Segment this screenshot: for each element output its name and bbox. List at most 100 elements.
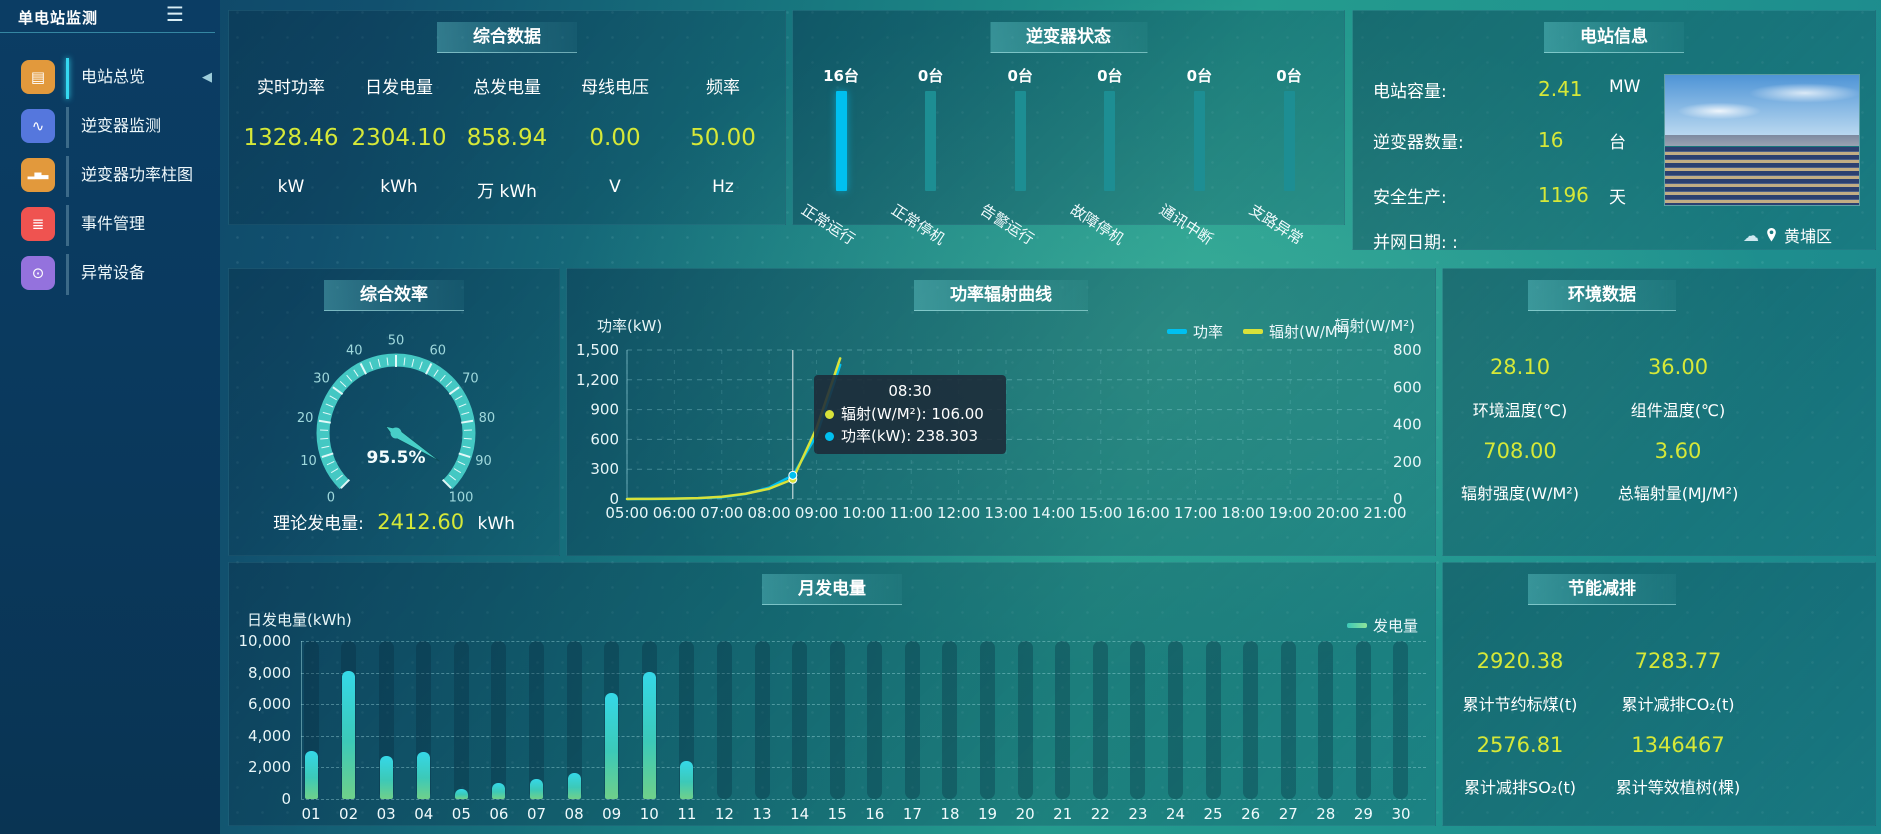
x-axis-label: 05:00 [605, 504, 648, 522]
station-row-value: 16 [1538, 128, 1564, 152]
gauge-tick [461, 419, 474, 424]
x-axis-label: 15 [827, 805, 847, 823]
monthly-legend[interactable]: 发电量 [1347, 615, 1418, 636]
bar-background [529, 641, 545, 799]
x-axis-label: 08:00 [748, 504, 791, 522]
bar-background [904, 641, 920, 799]
metric-value: 3.60 [1654, 439, 1702, 463]
inverter-bar[interactable] [1283, 91, 1295, 191]
bar[interactable] [680, 761, 694, 799]
bar[interactable] [379, 756, 393, 799]
legend-dash [1243, 329, 1264, 334]
inverter-count: 0台 [917, 67, 944, 85]
inverter-bar[interactable] [1104, 91, 1116, 191]
metric-value: 2576.81 [1476, 733, 1564, 757]
sidebar-item-indicator [66, 205, 69, 246]
y-axis-tick: 4,000 [248, 726, 291, 745]
tooltip-row: 功率(kW): 238.303 [825, 425, 995, 447]
gauge-tick-label: 60 [429, 344, 446, 359]
station-row-value: 2.41 [1538, 77, 1583, 101]
bar-background [867, 641, 883, 799]
legend-item[interactable]: 辐射(W/M²) [1243, 321, 1350, 342]
inverter-state-label: 正常停机 [887, 200, 948, 249]
sidebar-item-5[interactable]: ⊙ 异常设备 [0, 253, 220, 297]
sidebar-item-label: 事件管理 [81, 214, 146, 233]
bar-background [1280, 641, 1296, 799]
gauge-tick [411, 358, 415, 367]
bar-background [491, 641, 507, 799]
inverter-bar[interactable] [925, 91, 937, 191]
summary-metric-label: 实时功率 [257, 78, 325, 98]
y-axis-tick: 2,000 [248, 758, 291, 777]
x-axis-label: 11 [677, 805, 697, 823]
legend-item[interactable]: 功率 [1167, 321, 1223, 342]
y-left-tick: 600 [590, 430, 619, 448]
station-location[interactable]: ☁ 黄埔区 [1743, 223, 1832, 247]
x-axis-label: 24 [1165, 805, 1186, 823]
summary-columns: 实时功率 1328.46 kW 日发电量 2304.10 kWh 总发电量 858.94 万 k… [237, 59, 777, 202]
x-axis-label: 10:00 [842, 504, 885, 522]
sidebar-item-4[interactable]: ≣ 事件管理 [0, 204, 220, 248]
x-axis-label: 01 [301, 805, 321, 823]
bar[interactable] [605, 693, 619, 799]
panel-environment: 环境数据 28.10 环境温度(℃) 36.00 组件温度(℃) 708.00 辐射强度(… [1442, 268, 1876, 556]
summary-metric-unit: 万 kWh [477, 182, 537, 202]
gauge-tick-label: 30 [313, 371, 330, 386]
gauge-tick [332, 386, 344, 396]
gauge-tick-label: 10 [300, 454, 317, 469]
inverter-bar[interactable] [835, 91, 847, 191]
metric-label: 总辐射量(MJ/M²) [1617, 484, 1739, 503]
y-right-tick: 800 [1393, 341, 1422, 359]
chart-tooltip: 08:30 辐射(W/M²): 106.00 功率(kW): 238.303 [814, 375, 1006, 454]
station-row-unit: MW [1609, 77, 1641, 97]
theoretical-generation-row: 理论发电量: 2412.60 kWh [229, 509, 559, 534]
x-axis-label: 09 [602, 805, 622, 823]
gauge-tick [419, 361, 423, 370]
bar-background [942, 641, 958, 799]
metric-value: 1346467 [1631, 733, 1725, 757]
bar[interactable] [530, 779, 544, 799]
summary-metric-unit: Hz [712, 177, 734, 197]
bar[interactable] [304, 750, 318, 799]
inverter-bar[interactable] [1014, 91, 1026, 191]
bar[interactable] [342, 671, 356, 799]
bar[interactable] [454, 789, 468, 799]
x-axis-label: 27 [1278, 805, 1298, 823]
bar[interactable] [567, 772, 581, 799]
y-right-axis-title: 辐射(W/M²) [1334, 317, 1415, 335]
bar-background [1092, 641, 1108, 799]
sidebar-collapse-icon[interactable]: ◀ [202, 70, 212, 85]
x-axis-label: 16:00 [1127, 504, 1170, 522]
bar[interactable] [642, 671, 656, 799]
panel-environment-title: 环境数据 [1528, 280, 1676, 311]
monthly-generation-chart[interactable]: 日发电量(kWh) 0 2,000 4,000 6,000 8,000 10,000 01 02… [229, 563, 1435, 825]
sidebar-item-label: 电站总览 [81, 67, 146, 86]
gauge-tick [458, 452, 471, 459]
gauge-tick [321, 452, 334, 459]
sidebar-item-1[interactable]: ▤ 电站总览 [0, 57, 220, 101]
sidebar-item-3[interactable]: ▂▅▃ 逆变器功率柱图 [0, 155, 220, 199]
inverter-bar[interactable] [1193, 91, 1205, 191]
x-axis-label: 04 [414, 805, 434, 823]
summary-metric: 日发电量 2304.10 kWh [345, 59, 453, 202]
bar[interactable] [492, 783, 506, 799]
panel-summary: 综合数据 实时功率 1328.46 kW 日发电量 2304.10 kWh 总发电量 858.… [228, 10, 786, 225]
legend-dash [1347, 623, 1367, 628]
bar[interactable] [417, 752, 431, 799]
gauge-tick-label: 90 [475, 454, 492, 469]
power-curve-legend[interactable]: 功率 辐射(W/M²) [1167, 321, 1350, 342]
y-axis-tick: 10,000 [238, 632, 292, 650]
hamburger-menu-icon[interactable]: ☰ [166, 2, 184, 26]
panel-inverter-status-title: 逆变器状态 [990, 22, 1147, 53]
legend-item[interactable]: 发电量 [1347, 615, 1418, 636]
gauge-tick-label: 40 [346, 344, 363, 359]
sidebar-item-2[interactable]: ∿ 逆变器监测 [0, 106, 220, 150]
inverter-state-label: 正常运行 [798, 200, 859, 249]
power-radiation-chart[interactable]: 05:00 06:00 07:00 08:00 09:00 10:00 11:00 12:00… [567, 269, 1437, 557]
x-axis-label: 06:00 [653, 504, 696, 522]
summary-metric-value: 1328.46 [243, 125, 339, 151]
y-left-tick: 300 [590, 460, 619, 478]
gauge-tick [463, 437, 472, 440]
gauge-tick [455, 395, 463, 401]
